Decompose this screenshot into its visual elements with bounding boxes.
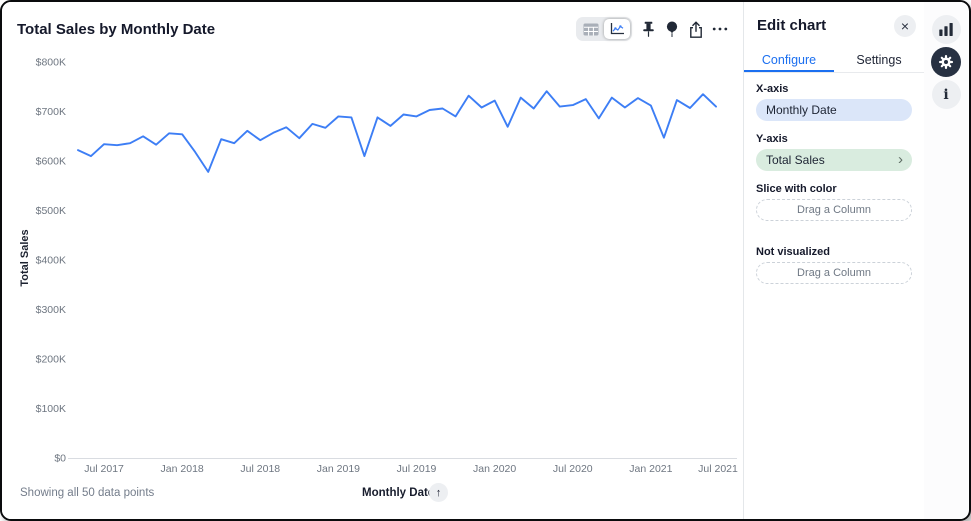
x-tick-label: Jul 2020 — [553, 463, 593, 475]
chart-view-button[interactable] — [604, 19, 630, 39]
x-axis-field-pill[interactable]: Monthly Date — [756, 99, 912, 121]
y-axis-field-pill[interactable]: Total Sales › — [756, 149, 912, 171]
x-tick-label: Jan 2021 — [629, 463, 672, 475]
more-button[interactable] — [708, 17, 732, 41]
x-tick-label: Jan 2018 — [161, 463, 204, 475]
tab-configure[interactable]: Configure — [744, 47, 834, 72]
y-tick-label: $0 — [54, 453, 66, 465]
x-axis-field-value: Monthly Date — [766, 103, 837, 117]
slice-drop-zone[interactable]: Drag a Column — [756, 199, 912, 221]
balloon-button[interactable] — [660, 17, 684, 41]
x-axis-title: Monthly Date — [362, 487, 435, 499]
y-tick-label: $300K — [36, 304, 66, 316]
chart-title: Total Sales by Monthly Date — [17, 21, 216, 38]
close-panel-button[interactable]: × — [894, 15, 916, 37]
panel-tabs: Configure Settings — [744, 47, 924, 73]
chart-area: Total Sales by Monthly Date — [2, 2, 743, 519]
y-tick-label: $400K — [36, 255, 66, 267]
charts-rail-button[interactable] — [931, 15, 961, 44]
view-toggle — [576, 17, 632, 41]
table-view-button[interactable] — [578, 19, 604, 39]
line-chart: Total Sales $0 $100K $200K $300K $400K $500K $… — [19, 57, 738, 476]
balloon-icon — [666, 21, 678, 37]
x-tick-label: Jan 2020 — [473, 463, 516, 475]
not-visualized-drop-zone[interactable]: Drag a Column — [756, 262, 912, 284]
sort-ascending-button[interactable]: ↑ — [429, 483, 448, 502]
export-button[interactable] — [684, 17, 708, 41]
y-axis-section-label: Y-axis — [756, 133, 788, 145]
side-rail: i — [924, 2, 968, 519]
y-axis-title: Total Sales — [19, 229, 31, 286]
x-tick-label: Jul 2018 — [240, 463, 280, 475]
y-tick-label: $700K — [36, 106, 66, 118]
y-tick-label: $100K — [36, 403, 66, 415]
not-visualized-drop-placeholder: Drag a Column — [797, 267, 871, 279]
info-rail-button[interactable]: i — [931, 80, 961, 109]
y-axis-field-value: Total Sales — [766, 153, 825, 167]
info-icon: i — [943, 86, 949, 103]
gear-icon — [939, 55, 953, 69]
edit-chart-panel: Edit chart × Configure Settings X-axis M… — [743, 2, 924, 519]
x-tick-label: Jul 2019 — [397, 463, 437, 475]
chevron-right-icon: › — [898, 151, 903, 168]
export-icon — [690, 21, 702, 38]
data-points-status: Showing all 50 data points — [20, 487, 155, 499]
table-icon — [583, 23, 599, 35]
bar-chart-icon — [939, 23, 953, 36]
x-tick-label: Jan 2019 — [317, 463, 360, 475]
close-icon: × — [900, 18, 910, 34]
y-tick-label: $600K — [36, 156, 66, 168]
x-tick-label: Jul 2021 — [698, 463, 738, 475]
slice-drop-placeholder: Drag a Column — [797, 204, 871, 216]
x-tick-label: Jul 2017 — [84, 463, 124, 475]
slice-section-label: Slice with color — [756, 183, 837, 195]
arrow-up-icon: ↑ — [435, 486, 442, 499]
line-chart-view-icon — [610, 23, 624, 35]
ellipsis-icon — [712, 27, 728, 31]
pin-button[interactable] — [636, 17, 660, 41]
panel-title: Edit chart — [757, 17, 827, 34]
x-axis-section-label: X-axis — [756, 83, 789, 95]
y-tick-label: $500K — [36, 205, 66, 217]
tab-settings[interactable]: Settings — [856, 53, 902, 67]
configure-sections: X-axis Monthly Date Y-axis Total Sales ›… — [756, 83, 912, 284]
not-visualized-section-label: Not visualized — [756, 246, 830, 258]
settings-rail-button[interactable] — [931, 47, 961, 77]
total-sales-line-series — [77, 90, 717, 173]
chart-toolbar — [576, 17, 732, 41]
y-tick-label: $800K — [36, 57, 66, 69]
y-tick-label: $200K — [36, 354, 66, 366]
pin-icon — [642, 21, 654, 37]
